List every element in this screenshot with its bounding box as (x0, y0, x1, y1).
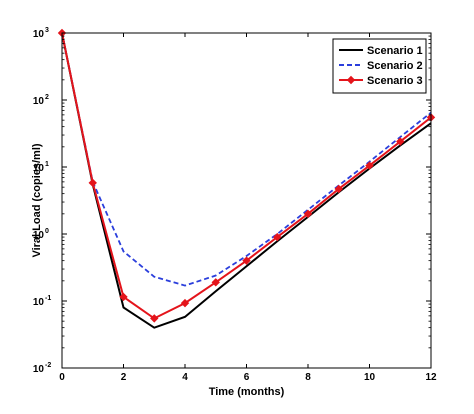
data-point (119, 292, 128, 302)
y-tick-exponent: 1 (45, 161, 49, 168)
legend-label: Scenario 2 (367, 60, 423, 72)
x-tick-label: 10 (364, 372, 376, 383)
legend-label: Scenario 3 (367, 75, 423, 87)
y-tick-label: 10 (33, 96, 45, 107)
x-tick-label: 0 (59, 372, 65, 383)
y-tick-exponent: -1 (45, 295, 51, 302)
y-tick-label: 10 (33, 364, 45, 375)
legend: Scenario 1 Scenario 2 Scenario 3 (332, 38, 427, 94)
data-point (180, 298, 190, 308)
data-point (303, 209, 313, 219)
legend-marker (346, 75, 356, 85)
y-tick-label: 10 (33, 230, 45, 241)
legend-label: Scenario 1 (367, 45, 423, 57)
y-tick-label: 10 (33, 297, 45, 308)
data-point (211, 278, 220, 287)
y-tick-exponent: -2 (45, 362, 51, 369)
y-axis-title: Viral Load (copies/ml) (31, 143, 43, 257)
x-axis: 0 2 4 6 8 10 12 (59, 33, 437, 383)
data-point (334, 184, 343, 194)
y-tick-label: 10 (33, 29, 45, 40)
x-tick-label: 4 (182, 372, 188, 383)
x-tick-label: 12 (425, 372, 437, 383)
data-point (396, 137, 405, 146)
y-tick-exponent: 2 (45, 94, 49, 101)
series-layer (57, 28, 436, 329)
data-point (242, 256, 251, 265)
data-point (273, 232, 282, 242)
data-point (365, 161, 374, 170)
x-tick-label: 6 (244, 372, 250, 383)
data-point (88, 178, 97, 188)
data-point (150, 314, 159, 323)
x-tick-label: 2 (121, 372, 127, 383)
x-tick-label: 8 (305, 372, 311, 383)
y-tick-exponent: 0 (45, 228, 49, 235)
x-axis-title: Time (months) (209, 386, 285, 398)
y-tick-label: 10 (33, 163, 45, 174)
y-tick-exponent: 3 (45, 27, 49, 34)
